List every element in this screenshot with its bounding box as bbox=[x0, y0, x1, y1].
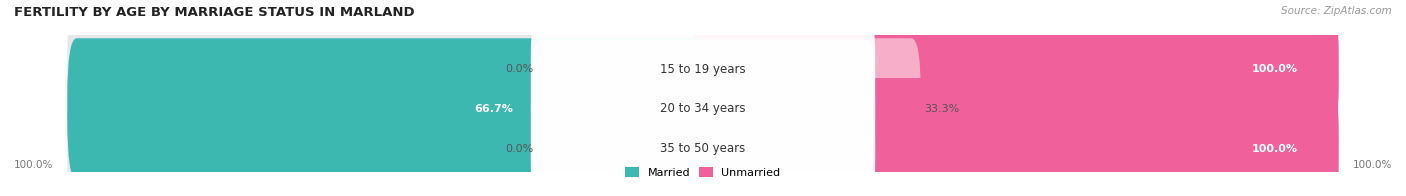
FancyBboxPatch shape bbox=[531, 80, 875, 196]
Text: 100.0%: 100.0% bbox=[1353, 161, 1392, 171]
Text: Source: ZipAtlas.com: Source: ZipAtlas.com bbox=[1281, 6, 1392, 16]
Legend: Married, Unmarried: Married, Unmarried bbox=[626, 167, 780, 178]
FancyBboxPatch shape bbox=[67, 0, 713, 140]
Text: 35 to 50 years: 35 to 50 years bbox=[661, 142, 745, 155]
FancyBboxPatch shape bbox=[531, 40, 875, 178]
FancyBboxPatch shape bbox=[67, 38, 713, 180]
Text: FERTILITY BY AGE BY MARRIAGE STATUS IN MARLAND: FERTILITY BY AGE BY MARRIAGE STATUS IN M… bbox=[14, 6, 415, 19]
Text: 15 to 19 years: 15 to 19 years bbox=[661, 63, 745, 76]
FancyBboxPatch shape bbox=[693, 78, 1339, 196]
FancyBboxPatch shape bbox=[693, 38, 921, 180]
FancyBboxPatch shape bbox=[67, 38, 713, 180]
FancyBboxPatch shape bbox=[693, 0, 1339, 140]
Text: 100.0%: 100.0% bbox=[14, 161, 53, 171]
FancyBboxPatch shape bbox=[693, 38, 1339, 180]
FancyBboxPatch shape bbox=[693, 0, 1339, 140]
Text: 0.0%: 0.0% bbox=[506, 144, 534, 154]
Text: 33.3%: 33.3% bbox=[924, 104, 959, 114]
FancyBboxPatch shape bbox=[531, 0, 875, 138]
Text: 100.0%: 100.0% bbox=[1251, 144, 1298, 154]
FancyBboxPatch shape bbox=[693, 78, 1339, 196]
Text: 20 to 34 years: 20 to 34 years bbox=[661, 102, 745, 115]
Text: 66.7%: 66.7% bbox=[475, 104, 513, 114]
Text: 0.0%: 0.0% bbox=[506, 64, 534, 74]
FancyBboxPatch shape bbox=[67, 78, 713, 196]
Text: 100.0%: 100.0% bbox=[1251, 64, 1298, 74]
